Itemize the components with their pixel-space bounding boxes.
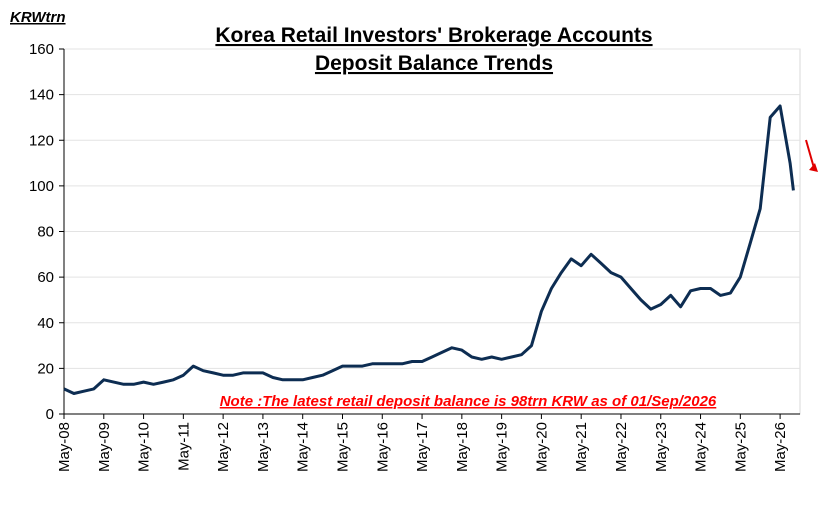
x-tick-label: May-24 — [693, 422, 710, 472]
arrow-head — [809, 163, 818, 172]
arrow — [805, 139, 815, 169]
x-tick-label: May-21 — [573, 422, 590, 472]
data-line — [63, 104, 795, 395]
x-tick-label: May-10 — [136, 422, 153, 472]
y-tick-label: 60 — [37, 269, 54, 286]
y-tick-label: 160 — [29, 41, 54, 58]
y-tick-label: 20 — [37, 360, 54, 377]
grid — [59, 48, 801, 419]
x-tick-label: May-19 — [494, 422, 511, 472]
x-tick-label: May-09 — [96, 422, 113, 472]
chart-title: Korea Retail Investors' Brokerage Accoun… — [215, 24, 652, 47]
x-tick-label: May-22 — [613, 422, 630, 472]
x-tick-label: May-25 — [732, 422, 749, 472]
annotation: Note :The latest retail deposit balance … — [220, 393, 717, 410]
y-tick-label: 120 — [29, 132, 54, 149]
y-tick-label: 0 — [46, 406, 54, 423]
chart-title: Deposit Balance Trends — [315, 52, 553, 75]
y-tick-label: 40 — [37, 315, 54, 332]
x-tick-label: May-08 — [56, 422, 73, 472]
x-tick-label: May-11 — [175, 422, 192, 471]
x-tick-label: May-23 — [653, 422, 670, 472]
x-tick-label: May-12 — [215, 422, 232, 472]
y-unit: KRWtrn — [10, 9, 66, 26]
x-tick-label: May-17 — [414, 422, 431, 472]
x-tick-label: May-20 — [533, 422, 550, 472]
x-tick-label: May-18 — [454, 422, 471, 472]
y-tick-label: 80 — [37, 224, 54, 241]
x-tick-label: May-15 — [334, 422, 351, 472]
x-tick-label: May-16 — [374, 422, 391, 472]
plot — [63, 104, 795, 395]
y-tick-label: 140 — [29, 87, 54, 104]
x-tick-label: May-13 — [255, 422, 272, 472]
x-tick-label: May-26 — [772, 422, 789, 472]
x-tick-label: May-14 — [295, 422, 312, 472]
y-tick-label: 100 — [29, 178, 54, 195]
